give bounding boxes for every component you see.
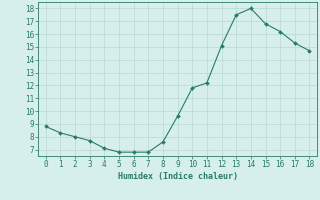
X-axis label: Humidex (Indice chaleur): Humidex (Indice chaleur) bbox=[118, 172, 238, 181]
